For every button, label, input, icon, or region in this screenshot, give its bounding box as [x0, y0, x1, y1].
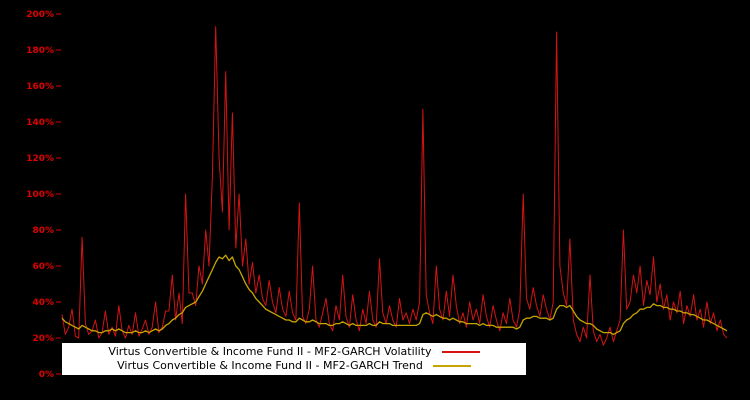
y-tick-label: 40% — [32, 298, 54, 308]
y-tick-label: 120% — [26, 154, 54, 164]
y-tick-label: 160% — [26, 82, 54, 92]
legend: Virtus Convertible & Income Fund II - MF… — [62, 343, 526, 375]
y-tick-label: 180% — [26, 46, 54, 56]
y-axis: 0% 20% 40% 60% 80% 100% 120% 140% 160% 180% 200% — [26, 10, 61, 380]
legend-row-volatility: Virtus Convertible & Income Fund II - MF… — [68, 345, 520, 359]
y-tick-label: 0% — [39, 370, 54, 380]
y-tick-label: 60% — [32, 262, 54, 272]
volatility-line-swatch — [441, 351, 480, 353]
legend-row-trend: Virtus Convertible & Income Fund II - MF… — [68, 359, 520, 373]
legend-label-volatility: Virtus Convertible & Income Fund II - MF… — [108, 345, 432, 358]
y-tick-label: 80% — [32, 226, 54, 236]
y-tick-label: 100% — [26, 190, 54, 200]
y-tick-label: 20% — [32, 334, 54, 344]
series-lines — [61, 26, 728, 346]
legend-label-trend: Virtus Convertible & Income Fund II - MF… — [117, 359, 423, 372]
y-tick-label: 200% — [26, 10, 54, 20]
trend-series-line — [61, 254, 728, 336]
volatility-series-line — [61, 26, 728, 346]
y-tick-label: 140% — [26, 118, 54, 128]
trend-line-swatch — [432, 365, 471, 367]
